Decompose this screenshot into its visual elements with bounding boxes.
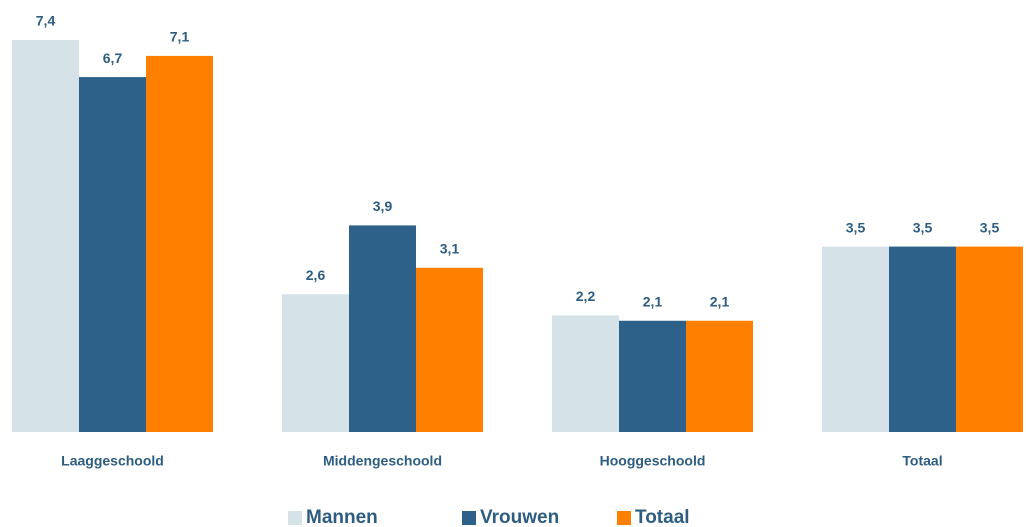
value-label: 7,4 bbox=[36, 13, 56, 29]
bar bbox=[349, 225, 416, 432]
bar bbox=[79, 77, 146, 432]
value-label: 3,1 bbox=[440, 240, 460, 256]
legend-label: Vrouwen bbox=[480, 507, 559, 527]
value-label: 3,5 bbox=[913, 219, 933, 235]
value-label: 3,5 bbox=[980, 219, 1000, 235]
bar bbox=[146, 55, 213, 432]
value-label: 2,2 bbox=[576, 288, 596, 304]
value-label: 2,6 bbox=[306, 267, 326, 283]
bar bbox=[416, 267, 483, 432]
bar bbox=[619, 320, 686, 432]
value-label: 7,1 bbox=[170, 29, 190, 45]
bar bbox=[686, 320, 753, 432]
value-label: 2,1 bbox=[643, 293, 663, 309]
x-tick-label: Middengeschoold bbox=[323, 453, 442, 469]
legend-swatch bbox=[462, 511, 476, 525]
bar bbox=[282, 294, 349, 432]
x-tick-label: Laaggeschoold bbox=[61, 453, 164, 469]
bar bbox=[12, 40, 79, 432]
value-label: 2,1 bbox=[710, 293, 730, 309]
value-label: 6,7 bbox=[103, 50, 123, 66]
bar bbox=[552, 315, 619, 432]
x-tick-label: Totaal bbox=[902, 453, 942, 469]
bar bbox=[956, 246, 1023, 432]
x-tick-label: Hooggeschoold bbox=[600, 453, 706, 469]
value-label: 3,5 bbox=[846, 219, 866, 235]
legend-swatch bbox=[288, 511, 302, 525]
bar bbox=[822, 246, 889, 432]
legend-swatch bbox=[617, 511, 631, 525]
value-label: 3,9 bbox=[373, 198, 393, 214]
bar bbox=[889, 246, 956, 432]
legend-label: Totaal bbox=[635, 507, 690, 527]
legend-label: Mannen bbox=[306, 507, 378, 527]
